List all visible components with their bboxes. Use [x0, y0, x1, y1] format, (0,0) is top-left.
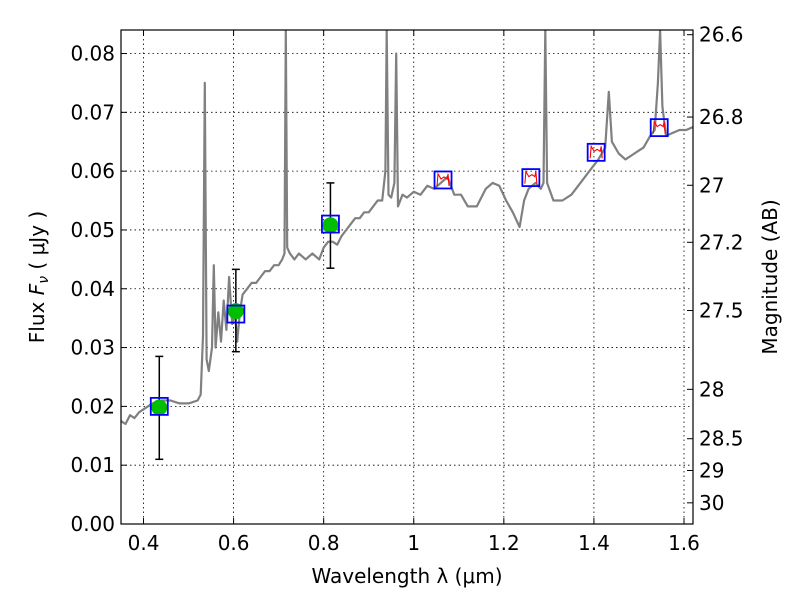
plot-frame — [120, 29, 694, 525]
plot-area — [121, 30, 693, 461]
right-tick-label: 26.8 — [699, 105, 744, 129]
right-tick-label: 28.5 — [699, 427, 744, 451]
right-axis-label: Magnitude (AB) — [758, 199, 782, 354]
model-spectrum-layer — [121, 30, 693, 426]
filter-curve-marker — [436, 172, 450, 187]
right-tick-label: 28 — [699, 377, 724, 401]
filter-curve-marker — [524, 169, 538, 184]
y-tick-label: 0.08 — [70, 42, 115, 66]
model-spectrum-line — [121, 30, 693, 426]
filter-curve-marker — [589, 144, 603, 159]
y-tick-labels: 0.00 0.01 0.02 0.03 0.04 0.05 0.06 0.07 0.08 — [70, 42, 115, 536]
filter-curve-marker — [652, 119, 666, 134]
model-square-marker — [321, 214, 340, 234]
observed-point — [227, 303, 244, 320]
y-tick-label: 0.02 — [70, 394, 115, 418]
y-tick-label: 0.04 — [70, 277, 115, 301]
x-tick-label: 0.6 — [218, 531, 250, 555]
observed-point — [322, 217, 339, 234]
right-tick-label: 27 — [699, 173, 724, 197]
x-tick-label: 1.2 — [488, 531, 520, 555]
x-axis-label: Wavelength λ (μm) — [311, 564, 502, 588]
y-tick-label: 0.03 — [70, 336, 115, 360]
model-square-marker — [226, 304, 246, 324]
right-tick-label: 29 — [699, 458, 724, 482]
right-tick-label: 27.2 — [699, 230, 744, 254]
right-tick-label: 30 — [699, 491, 724, 515]
right-tick-labels: 26.6 26.8 27 27.2 27.5 28 28.5 29 30 — [699, 23, 744, 515]
model-square-marker — [649, 118, 669, 138]
y-tick-label: 0.00 — [70, 512, 115, 536]
x-tick-label: 0.8 — [308, 531, 340, 555]
x-tick-label: 1.4 — [578, 531, 610, 555]
y-tick-label: 0.05 — [70, 218, 115, 242]
x-tick-label: 0.4 — [128, 531, 160, 555]
x-tick-label: 1 — [407, 531, 420, 555]
observed-point — [151, 399, 168, 416]
axis-ticks — [121, 30, 693, 525]
y-tick-label: 0.07 — [70, 100, 115, 124]
model-square-marker — [433, 170, 453, 190]
model-square-marker — [586, 142, 606, 162]
model-square-marker — [149, 396, 169, 416]
y-tick-label: 0.01 — [70, 453, 115, 477]
model-square-marker — [521, 168, 541, 188]
x-tick-labels: 0.4 0.6 0.8 1 1.2 1.4 1.6 — [128, 531, 700, 555]
y-axis-label: Flux Fν ( μJy ) — [25, 211, 52, 343]
right-tick-label: 27.5 — [699, 299, 744, 323]
y-tick-label: 0.06 — [70, 159, 115, 183]
x-tick-label: 1.6 — [668, 531, 700, 555]
right-tick-label: 26.6 — [699, 23, 744, 47]
photometry-layer — [149, 118, 669, 461]
